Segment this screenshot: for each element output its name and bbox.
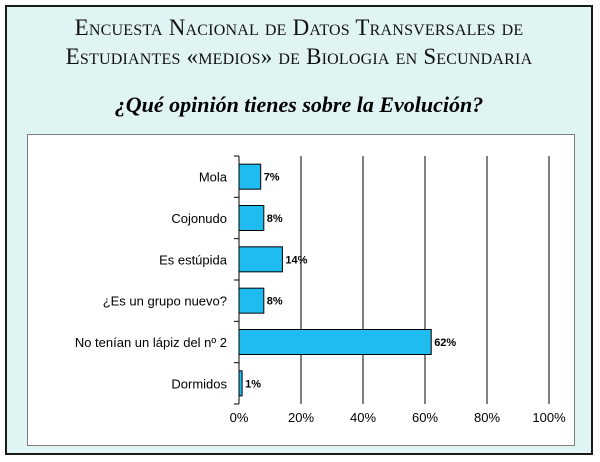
x-tick-label: 20% [288,410,314,425]
chart-area: 0% 20% 40% 60% 80% 100% Mola 7% Cojonudo 8% Es est… [27,134,575,446]
category-label: Mola [199,170,228,185]
bar [238,287,265,314]
category-label: ¿Es un grupo nuevo? [103,294,227,309]
bar [238,163,262,190]
bar [238,205,265,231]
category-label: Cojonudo [171,211,227,226]
survey-title-line-1: Encuesta Nacional de Datos Transversales… [74,15,524,40]
category-label: Es estúpida [159,252,228,267]
bar [238,246,283,273]
survey-panel: Encuesta Nacional de Datos Transversales… [5,5,593,455]
bar [238,370,243,397]
category-label: Dormidos [171,376,227,391]
data-label: 7% [264,172,280,184]
survey-title: Encuesta Nacional de Datos Transversales… [7,13,591,71]
category-label: No tenían un lápiz del nº 2 [75,335,227,350]
data-label: 14% [285,254,307,266]
data-label: 8% [267,296,283,308]
chart-question: ¿Qué opinión tienes sobre la Evolución? [114,92,484,117]
survey-title-line-2: Estudiantes «medios» de Biologia en Secu… [65,44,533,69]
bar [238,329,432,355]
x-tick-label: 40% [350,410,376,425]
data-label: 8% [267,213,283,225]
x-tick-label: 0% [230,410,249,425]
x-tick-label: 60% [412,410,438,425]
x-tick-label: 100% [532,410,566,425]
data-label: 1% [245,378,261,390]
x-tick-label: 80% [474,410,500,425]
data-label: 62% [434,337,456,349]
bar-chart: 0% 20% 40% 60% 80% 100% Mola 7% Cojonudo 8% Es est… [75,155,566,425]
